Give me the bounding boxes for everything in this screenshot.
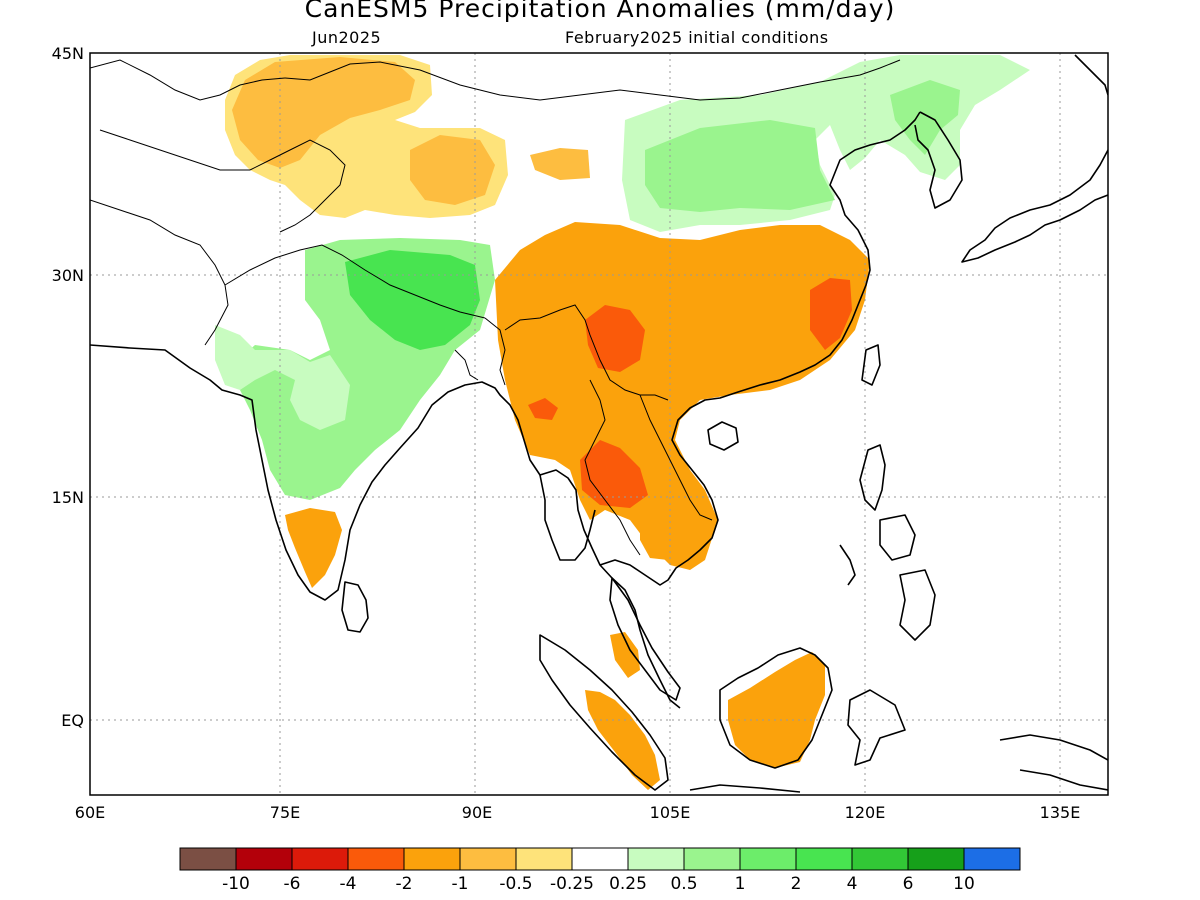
lon-label-135e: 135E — [1040, 803, 1081, 822]
colorbar-labels: -10 -6 -4 -2 -1 -0.5 -0.25 0.25 0.5 1 2 4 6 10 — [222, 874, 975, 894]
colorbar-swatch — [627, 847, 685, 871]
lon-label-90e: 90E — [462, 803, 492, 822]
map-title: CanESM5 Precipitation Anomalies (mm/day) — [304, 0, 896, 23]
colorbar-tick-label: -1 — [452, 874, 469, 894]
anomaly-region-india-wet — [215, 325, 350, 430]
lon-axis-labels: 60E 75E 90E 105E 120E 135E — [75, 803, 1081, 822]
colorbar-swatch — [347, 847, 405, 871]
colorbar-tick-label: -2 — [396, 874, 413, 894]
lon-label-120e: 120E — [845, 803, 886, 822]
colorbar — [179, 847, 1021, 871]
colorbar-tick-label: 0.5 — [670, 874, 697, 894]
colorbar-swatch — [235, 847, 293, 871]
colorbar-tick-label: -4 — [340, 874, 357, 894]
colorbar-tick-label: 0.25 — [609, 874, 647, 894]
colorbar-tick-label: -6 — [284, 874, 301, 894]
colorbar-tick-label: -0.25 — [550, 874, 594, 894]
valid-month-label: Jun2025 — [312, 28, 382, 47]
colorbar-tick-label: 4 — [847, 874, 858, 894]
lat-axis-labels: 45N 30N 15N EQ — [52, 44, 84, 730]
colorbar-swatch — [291, 847, 349, 871]
coastlines — [90, 54, 1108, 793]
anomaly-fill-layer — [215, 55, 1030, 790]
colorbar-swatch — [683, 847, 741, 871]
colorbar-tick-label: 1 — [735, 874, 746, 894]
anomaly-region-borneo-dry — [728, 652, 825, 768]
anomaly-region-south-india-dry — [285, 508, 342, 588]
lon-label-105e: 105E — [650, 803, 691, 822]
plot-frame — [89, 52, 1109, 796]
colorbar-tick-label: 2 — [791, 874, 802, 894]
colorbar-swatch — [403, 847, 461, 871]
lat-label-30n: 30N — [52, 266, 84, 285]
colorbar-swatch — [459, 847, 517, 871]
colorbar-tick-label: -0.5 — [499, 874, 532, 894]
colorbar-tick-label: 10 — [953, 874, 975, 894]
colorbar-swatch — [179, 847, 237, 871]
anomaly-region-south-china-dry — [495, 222, 870, 570]
colorbar-swatch — [515, 847, 573, 871]
lat-label-15n: 15N — [52, 488, 84, 507]
colorbar-swatch — [851, 847, 909, 871]
colorbar-swatch — [795, 847, 853, 871]
anomaly-region-north-china-wet-core — [645, 80, 960, 212]
colorbar-swatch — [571, 847, 629, 871]
colorbar-swatch — [907, 847, 965, 871]
lon-label-75e: 75E — [270, 803, 300, 822]
anomaly-region-northwest-dry-core — [232, 57, 495, 205]
anomaly-region-indochina-dry — [640, 515, 672, 560]
colorbar-swatch — [739, 847, 797, 871]
colorbar-swatch — [963, 847, 1021, 871]
anomaly-region-sumatra-dry — [585, 632, 660, 790]
gridlines — [90, 53, 1108, 795]
init-conditions-label: February2025 initial conditions — [565, 28, 829, 47]
lat-label-45n: 45N — [52, 44, 84, 63]
colorbar-tick-label: 6 — [903, 874, 914, 894]
anomaly-region-south-china-dry-core — [528, 278, 852, 508]
anomaly-region-tibet-dry — [530, 148, 590, 180]
lon-label-60e: 60E — [75, 803, 105, 822]
lat-label-eq: EQ — [61, 711, 84, 730]
colorbar-tick-label: -10 — [222, 874, 250, 894]
country-borders — [90, 59, 901, 556]
